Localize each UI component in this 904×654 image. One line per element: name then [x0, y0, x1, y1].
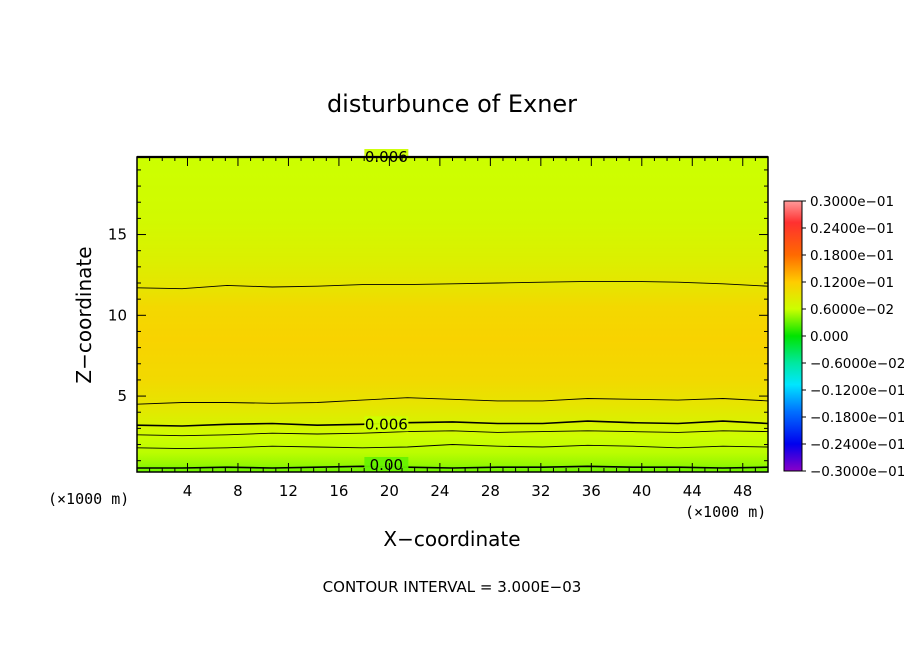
x-tick-label: 16	[329, 482, 348, 500]
x-tick-label: 32	[531, 482, 550, 500]
colorbar-label: −0.6000e−02	[810, 356, 904, 372]
colorbar-label: −0.3000e−01	[810, 464, 904, 480]
x-tick-label: 48	[733, 482, 752, 500]
y-tick-label: 15	[108, 226, 127, 244]
colorbar-fill	[783, 200, 803, 472]
contour-line	[136, 430, 769, 437]
y-tick-labels: 5 10 15	[108, 226, 127, 406]
colorbar-label: 0.000	[810, 329, 849, 345]
x-tick-label: 24	[430, 482, 449, 500]
colorbar-label: 0.1800e−01	[810, 248, 894, 264]
y-tick-label: 10	[108, 306, 127, 324]
x-tick-label: 12	[279, 482, 298, 500]
x-tick-label: 44	[683, 482, 702, 500]
colorbar-label: −0.1200e−01	[810, 383, 904, 399]
x-unit-label: (×1000 m)	[685, 503, 766, 521]
colorbar-ticks	[802, 200, 806, 472]
contour-label-bg	[364, 416, 409, 432]
colorbar: 0.3000e−01 0.2400e−01 0.1800e−01 0.1200e−01…	[783, 194, 904, 480]
axis-ticks	[137, 157, 768, 472]
contour-interval-note: CONTOUR INTERVAL = 3.000E−03	[323, 578, 582, 596]
colorbar-label: 0.2400e−01	[810, 221, 894, 237]
contour-label-bg	[364, 457, 409, 472]
contour-line	[136, 444, 769, 450]
x-tick-labels: 4 8 12 16 20 24 28 32 36 40 44 48	[183, 482, 753, 500]
y-unit-label: (×1000 m)	[48, 490, 129, 508]
y-tick-label: 5	[117, 387, 127, 405]
colorbar-label: −0.1800e−01	[810, 410, 904, 426]
x-tick-label: 8	[233, 482, 243, 500]
colorbar-labels: 0.3000e−01 0.2400e−01 0.1800e−01 0.1200e−01…	[810, 194, 904, 480]
contour-line	[136, 280, 769, 290]
x-axis-label: X−coordinate	[383, 527, 520, 551]
x-tick-label: 20	[380, 482, 399, 500]
contour-line	[136, 420, 769, 427]
colorbar-label: 0.6000e−02	[810, 302, 894, 318]
contour-line	[136, 397, 769, 405]
chart-title: disturbunce of Exner	[327, 90, 577, 118]
x-tick-label: 40	[632, 482, 651, 500]
y-axis-label: Z−coordinate	[72, 246, 96, 383]
colorbar-label: 0.1200e−01	[810, 275, 894, 291]
colorbar-label: 0.3000e−01	[810, 194, 894, 210]
x-tick-label: 4	[183, 482, 193, 500]
colorbar-label: −0.2400e−01	[810, 437, 904, 453]
contour-label: 0.006	[365, 415, 408, 433]
x-tick-label: 28	[481, 482, 500, 500]
contour-label: 0.00	[370, 456, 403, 474]
field-fill	[137, 157, 768, 472]
x-tick-label: 36	[582, 482, 601, 500]
